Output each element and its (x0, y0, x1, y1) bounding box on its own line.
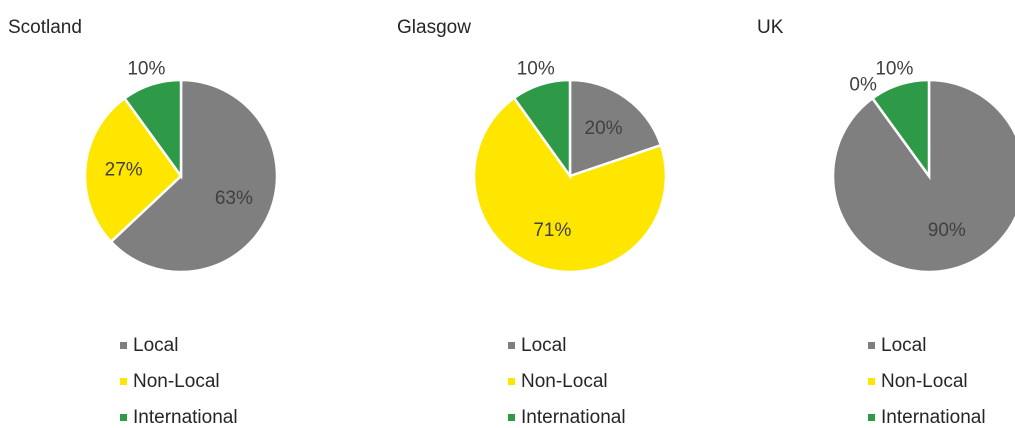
legend-swatch (868, 378, 875, 385)
legend-label: Non-Local (133, 371, 220, 392)
legend-label: Non-Local (521, 371, 608, 392)
pie-slice (83, 96, 183, 244)
chart-title: UK (757, 17, 784, 38)
legend-label: Local (881, 335, 926, 356)
legend-label: Local (521, 335, 566, 356)
legend-swatch (120, 378, 127, 385)
chart-title: Scotland (8, 17, 82, 38)
pie-slice (831, 78, 1015, 274)
legend-swatch (120, 342, 127, 349)
pie-slice (122, 78, 183, 180)
chart-title: Glasgow (397, 17, 471, 38)
data-label: 27% (105, 160, 143, 181)
legend-label: Non-Local (881, 371, 968, 392)
data-label: 10% (127, 58, 165, 79)
legend-label: International (133, 407, 238, 428)
data-label: 63% (215, 188, 253, 209)
legend-label: International (881, 407, 986, 428)
legend-label: Local (133, 335, 178, 356)
pie-slice (512, 78, 572, 180)
legend-swatch (508, 378, 515, 385)
data-label: 10% (517, 58, 555, 79)
data-label: 10% (875, 58, 913, 79)
pie-slice (472, 96, 668, 274)
legend-swatch (868, 414, 875, 421)
legend-swatch (868, 342, 875, 349)
pie-slice (870, 78, 931, 180)
data-label: 71% (533, 220, 571, 241)
pie-slice (109, 78, 279, 274)
data-label: 0% (849, 74, 877, 95)
legend-label: International (521, 407, 626, 428)
data-label: 90% (928, 220, 966, 241)
legend-swatch (508, 414, 515, 421)
legend-swatch (508, 342, 515, 349)
data-label: 20% (585, 118, 623, 139)
legend-swatch (120, 414, 127, 421)
